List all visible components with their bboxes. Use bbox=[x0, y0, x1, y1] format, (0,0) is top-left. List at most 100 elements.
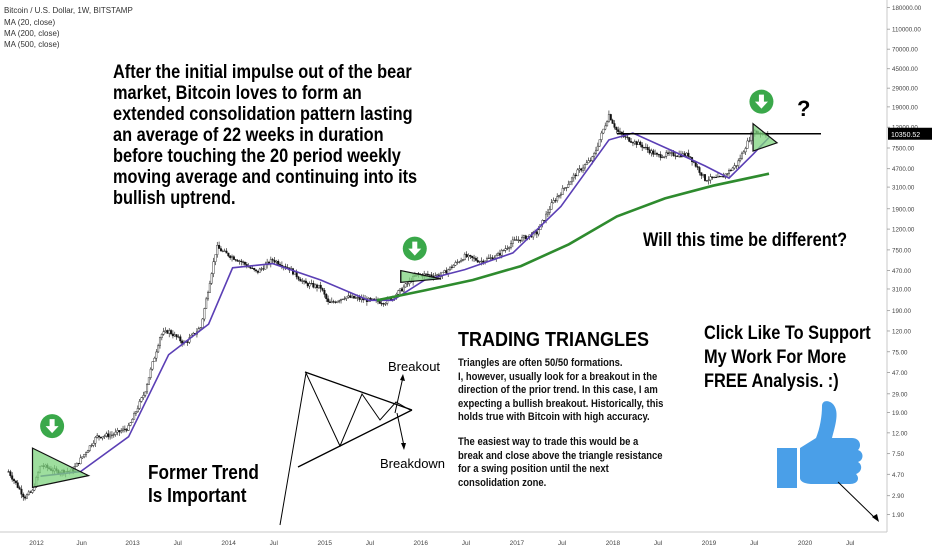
candle-down bbox=[554, 200, 557, 202]
candle-up bbox=[570, 177, 573, 183]
candle-down bbox=[471, 255, 474, 258]
candle-up bbox=[205, 298, 208, 309]
click-line: My Work For More bbox=[704, 347, 847, 368]
candle-down bbox=[543, 220, 546, 222]
x-tick-label: 2017 bbox=[510, 540, 525, 547]
candle-down bbox=[16, 482, 19, 488]
candle-down bbox=[589, 160, 592, 162]
candle-up bbox=[120, 430, 123, 433]
candle-down bbox=[498, 253, 501, 256]
current-price-label: 10350.52 bbox=[891, 132, 920, 139]
candle-up bbox=[461, 259, 464, 261]
candle-up bbox=[223, 250, 226, 252]
candle-down bbox=[711, 176, 714, 179]
candle-up bbox=[460, 260, 463, 263]
candle-down bbox=[319, 284, 322, 289]
candle-down bbox=[609, 114, 612, 121]
y-tick-label: 29000.00 bbox=[892, 86, 918, 93]
candle-down bbox=[692, 161, 695, 163]
candle-up bbox=[489, 257, 492, 259]
candle-down bbox=[20, 488, 23, 495]
candle-up bbox=[94, 437, 97, 444]
candle-down bbox=[349, 295, 352, 298]
candle-down bbox=[705, 180, 708, 182]
candle-up bbox=[650, 150, 653, 154]
candle-down bbox=[401, 288, 404, 292]
candle-up bbox=[716, 176, 719, 178]
pointer-arrow bbox=[837, 481, 876, 519]
candle-up bbox=[521, 237, 524, 242]
breakdown-arrowhead bbox=[401, 443, 406, 450]
candle-down bbox=[234, 259, 237, 261]
y-tick-label: 19000.00 bbox=[892, 104, 918, 111]
candle-down bbox=[303, 280, 306, 282]
candle-down bbox=[98, 435, 101, 438]
y-tick-label: 45000.00 bbox=[892, 66, 918, 73]
candle-up bbox=[556, 196, 559, 201]
candle-down bbox=[9, 471, 12, 476]
question-mark: ? bbox=[797, 96, 811, 121]
candle-down bbox=[667, 152, 670, 154]
candle-down bbox=[369, 297, 372, 300]
candle-up bbox=[144, 391, 147, 396]
y-tick-label: 310.00 bbox=[892, 286, 911, 293]
candle-up bbox=[726, 173, 729, 175]
candle-up bbox=[201, 318, 204, 328]
candle-down bbox=[380, 303, 383, 305]
candle-down bbox=[218, 245, 221, 249]
candle-down bbox=[166, 330, 169, 334]
candle-down bbox=[304, 280, 307, 284]
candle-up bbox=[314, 284, 317, 288]
candle-up bbox=[487, 257, 490, 259]
candle-up bbox=[670, 152, 673, 154]
candle-down bbox=[715, 176, 718, 178]
price-axis: 180000.00 110000.00 70000.00 45000.00 29000.… bbox=[886, 0, 932, 532]
paragraph-line: break and close above the triangle resis… bbox=[458, 449, 663, 462]
candle-up bbox=[748, 140, 751, 142]
x-tick-label: 2016 bbox=[414, 540, 429, 547]
price-candles bbox=[7, 110, 769, 501]
candle-down bbox=[249, 266, 252, 269]
candle-down bbox=[225, 250, 228, 254]
time-axis: 2012 Jun 2013 Jul 2014 Jul 2015 Jul 2016 Jul 2017 J… bbox=[0, 531, 887, 547]
candle-up bbox=[593, 153, 596, 157]
candle-down bbox=[256, 270, 259, 273]
candle-up bbox=[406, 283, 409, 285]
indicator-ma200-label: MA (200, close) bbox=[4, 29, 60, 38]
x-tick-label: Jul bbox=[270, 540, 279, 547]
candle-up bbox=[663, 156, 666, 158]
breakdown-arrow bbox=[396, 412, 405, 447]
candle-up bbox=[177, 336, 180, 338]
candle-up bbox=[739, 158, 742, 162]
candle-down bbox=[445, 270, 448, 274]
y-tick-label: 29.00 bbox=[892, 391, 908, 398]
candle-down bbox=[474, 258, 477, 261]
candle-up bbox=[136, 408, 139, 413]
candle-down bbox=[674, 155, 677, 157]
x-tick-label: Jun bbox=[76, 540, 87, 547]
candle-up bbox=[454, 262, 457, 266]
paragraph-line: I, however, usually look for a breakout … bbox=[458, 370, 658, 383]
candle-down bbox=[22, 494, 25, 498]
x-tick-label: Jul bbox=[366, 540, 375, 547]
candle-up bbox=[212, 261, 215, 274]
candle-up bbox=[567, 184, 570, 188]
candle-up bbox=[436, 274, 439, 276]
candle-up bbox=[101, 436, 104, 439]
candle-up bbox=[103, 435, 106, 438]
candle-up bbox=[336, 301, 339, 303]
candle-up bbox=[168, 330, 171, 334]
candle-down bbox=[321, 288, 324, 291]
down-arrow-glyph bbox=[754, 94, 768, 109]
candle-up bbox=[122, 428, 125, 431]
candle-down bbox=[227, 252, 230, 257]
candle-up bbox=[604, 125, 607, 130]
candle-down bbox=[652, 150, 655, 155]
decorations bbox=[777, 401, 879, 522]
candle-down bbox=[689, 156, 692, 158]
candle-down bbox=[580, 168, 583, 171]
candle-down bbox=[641, 144, 644, 148]
candle-up bbox=[88, 445, 91, 451]
candle-up bbox=[351, 295, 354, 298]
candle-up bbox=[742, 151, 745, 154]
